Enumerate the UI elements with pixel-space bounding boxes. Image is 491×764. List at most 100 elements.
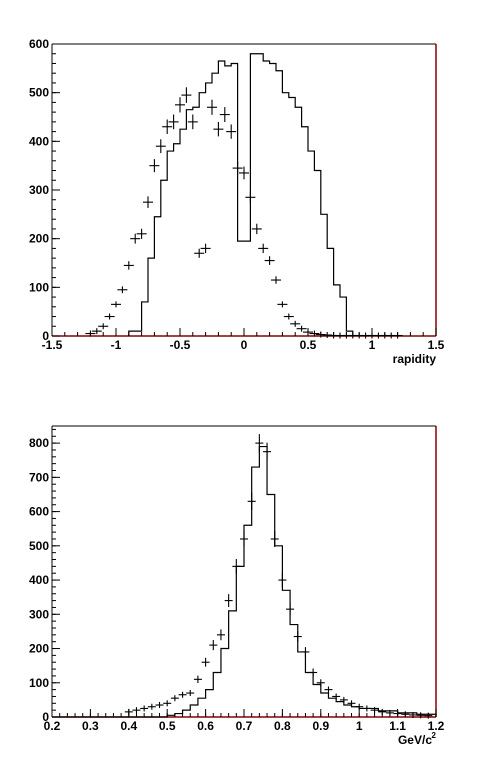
data-point: [130, 233, 141, 244]
data-point: [309, 330, 320, 337]
y-tick-label: 200: [29, 642, 49, 656]
y-tick-label: 500: [29, 539, 49, 553]
data-point: [255, 434, 264, 453]
data-point: [216, 629, 225, 641]
data-point: [263, 442, 272, 461]
x-tick-label: 0.5: [159, 719, 176, 733]
data-point: [111, 301, 121, 308]
data-point: [162, 119, 173, 134]
data-point: [240, 530, 248, 547]
data-point: [140, 705, 149, 712]
data-point: [232, 559, 241, 574]
y-tick-label: 300: [29, 183, 49, 197]
x-tick-label: 1.2: [428, 719, 445, 733]
x-tick-label: -0.5: [170, 338, 191, 352]
data-point: [393, 710, 402, 717]
y-tick-label: 400: [29, 134, 49, 148]
data-point: [178, 691, 187, 698]
rapidity-chart: -1.5 -1 -0.5 0 0.5 1 1.5 0 100 200 300 400 500 600 rap…: [29, 37, 445, 366]
x-tick-label: 0.5: [300, 338, 317, 352]
y-tick-label: 800: [29, 436, 49, 450]
x-tick-label: 0.7: [236, 719, 253, 733]
x-tick-label: 0.8: [274, 719, 291, 733]
data-point: [332, 693, 341, 700]
data-point: [224, 594, 233, 608]
data-point: [194, 248, 205, 258]
y-tick-label: 400: [29, 573, 49, 587]
data-point: [232, 161, 243, 175]
data-point: [264, 256, 275, 265]
histogram-line: [128, 53, 354, 336]
y-tick-label: 100: [29, 676, 49, 690]
data-point: [155, 702, 164, 709]
data-point: [219, 107, 230, 123]
data-point: [355, 703, 364, 710]
data-point: [181, 87, 192, 103]
data-point: [290, 320, 301, 327]
data-point: [301, 647, 310, 657]
data-point: [147, 703, 156, 710]
data-point: [132, 707, 141, 714]
data-point: [98, 323, 109, 330]
data-point: [170, 695, 179, 702]
data-point: [277, 301, 288, 308]
data-point: [378, 708, 387, 715]
y-tick-label: 700: [29, 470, 49, 484]
data-point: [201, 657, 210, 667]
histogram-line: [52, 445, 437, 718]
data-point: [293, 631, 302, 642]
x-tick-label: 0: [241, 338, 248, 352]
x-tick-label: 1.5: [428, 338, 445, 352]
data-point: [424, 712, 433, 719]
data-point: [385, 709, 394, 716]
data-point: [226, 124, 237, 139]
data-point: [247, 492, 256, 511]
x-tick-label: 0.9: [312, 719, 329, 733]
x-tick-label: -1.5: [42, 338, 63, 352]
data-point: [296, 325, 307, 332]
data-point: [117, 286, 128, 294]
data-point: [209, 640, 218, 651]
x-tick-label: -1: [111, 338, 122, 352]
x-axis-title: rapidity: [393, 352, 437, 366]
y-tick-label: 300: [29, 607, 49, 621]
data-point: [175, 97, 185, 113]
x-tick-label: 0.3: [82, 719, 99, 733]
data-point: [258, 243, 269, 254]
data-point: [149, 159, 160, 173]
data-point: [370, 707, 379, 714]
data-point: [186, 690, 195, 697]
data-point: [163, 700, 172, 707]
data-point: [416, 712, 425, 719]
y-tick-label: 0: [42, 710, 49, 724]
data-point: [193, 675, 202, 684]
x-axis-title: GeV/c: [398, 733, 432, 747]
y-tick-label: 600: [29, 505, 49, 519]
data-point: [104, 313, 115, 320]
data-point: [187, 114, 198, 130]
data-point: [245, 191, 256, 204]
data-point: [200, 243, 211, 254]
x-tick-label: 0.2: [44, 719, 61, 733]
data-point: [251, 223, 262, 235]
data-point: [347, 700, 356, 707]
data-point: [168, 114, 179, 130]
data-point: [278, 573, 287, 588]
x-tick-label: 1: [369, 338, 376, 352]
x-tick-label: 1: [356, 719, 363, 733]
data-point: [339, 696, 348, 703]
mass-chart: 0.2 0.3 0.4 0.5 0.6 0.7 0.8 0.9 1 1.1 1.2 0 100 200 30…: [29, 425, 445, 747]
data-point: [362, 705, 371, 712]
data-point: [143, 196, 153, 208]
data-point: [155, 139, 166, 154]
data-point: [309, 668, 318, 677]
y-tick-label: 500: [29, 86, 49, 100]
data-point: [283, 313, 294, 320]
x-tick-label: 0.6: [197, 719, 214, 733]
data-point: [239, 166, 249, 180]
x-tick-label: 0.4: [120, 719, 137, 733]
y-tick-label: 200: [29, 232, 49, 246]
x-axis-title-superscript: 2: [432, 731, 437, 740]
data-point: [207, 99, 217, 115]
